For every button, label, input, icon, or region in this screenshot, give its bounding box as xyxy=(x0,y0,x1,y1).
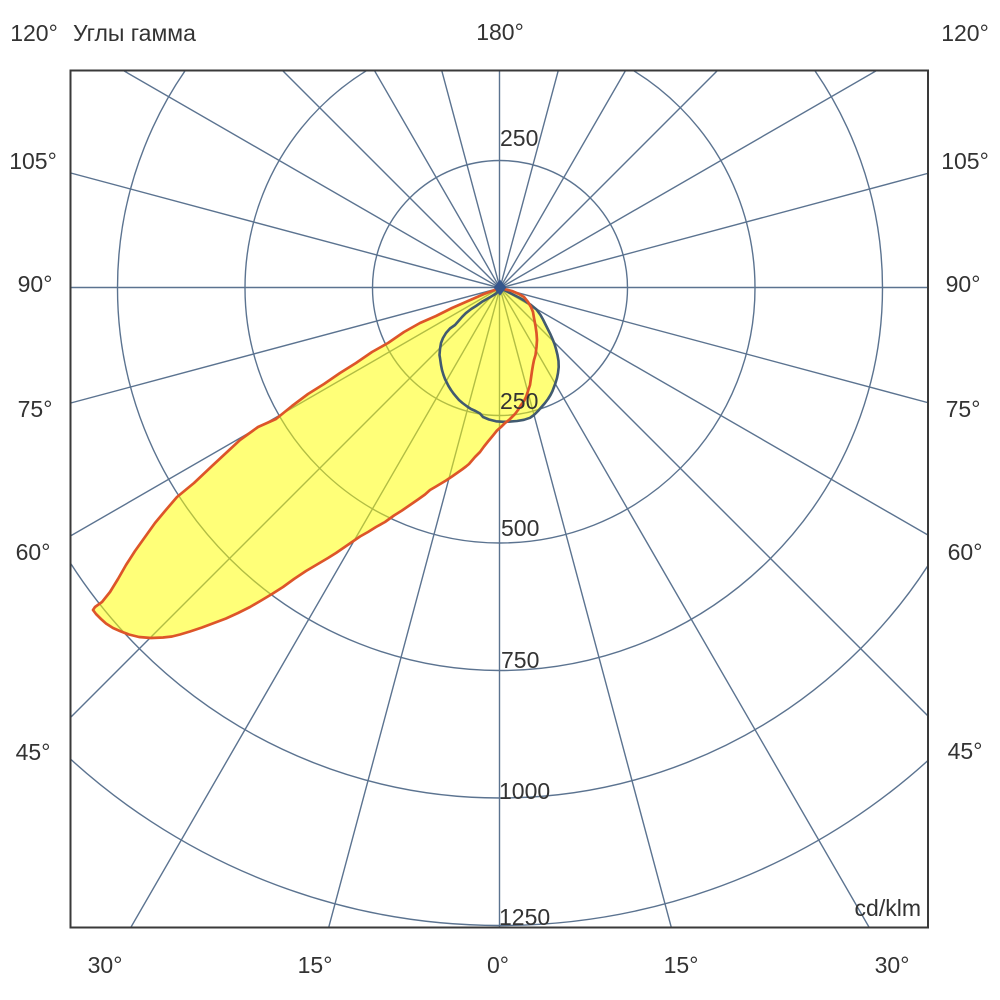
svg-text:250: 250 xyxy=(500,388,538,414)
svg-text:45°: 45° xyxy=(948,738,983,764)
svg-text:Углы гамма: Углы гамма xyxy=(73,20,196,46)
svg-text:90°: 90° xyxy=(18,271,53,297)
svg-text:cd/klm: cd/klm xyxy=(855,895,921,921)
svg-text:15°: 15° xyxy=(298,952,333,978)
svg-text:250: 250 xyxy=(500,125,538,151)
svg-text:750: 750 xyxy=(501,647,539,673)
svg-text:75°: 75° xyxy=(18,396,53,422)
svg-text:1250: 1250 xyxy=(499,904,550,930)
svg-text:180°: 180° xyxy=(476,19,524,45)
svg-text:500: 500 xyxy=(501,515,539,541)
svg-text:1000: 1000 xyxy=(499,778,550,804)
svg-text:30°: 30° xyxy=(88,952,123,978)
svg-text:120°: 120° xyxy=(10,20,58,46)
svg-text:0°: 0° xyxy=(487,952,509,978)
svg-text:120°: 120° xyxy=(941,20,989,46)
svg-text:90°: 90° xyxy=(946,271,981,297)
svg-text:105°: 105° xyxy=(941,148,989,174)
svg-text:75°: 75° xyxy=(946,396,981,422)
svg-text:30°: 30° xyxy=(875,952,910,978)
svg-text:105°: 105° xyxy=(9,148,57,174)
svg-text:60°: 60° xyxy=(948,539,983,565)
svg-text:15°: 15° xyxy=(664,952,699,978)
svg-text:60°: 60° xyxy=(16,539,51,565)
svg-text:45°: 45° xyxy=(16,739,51,765)
